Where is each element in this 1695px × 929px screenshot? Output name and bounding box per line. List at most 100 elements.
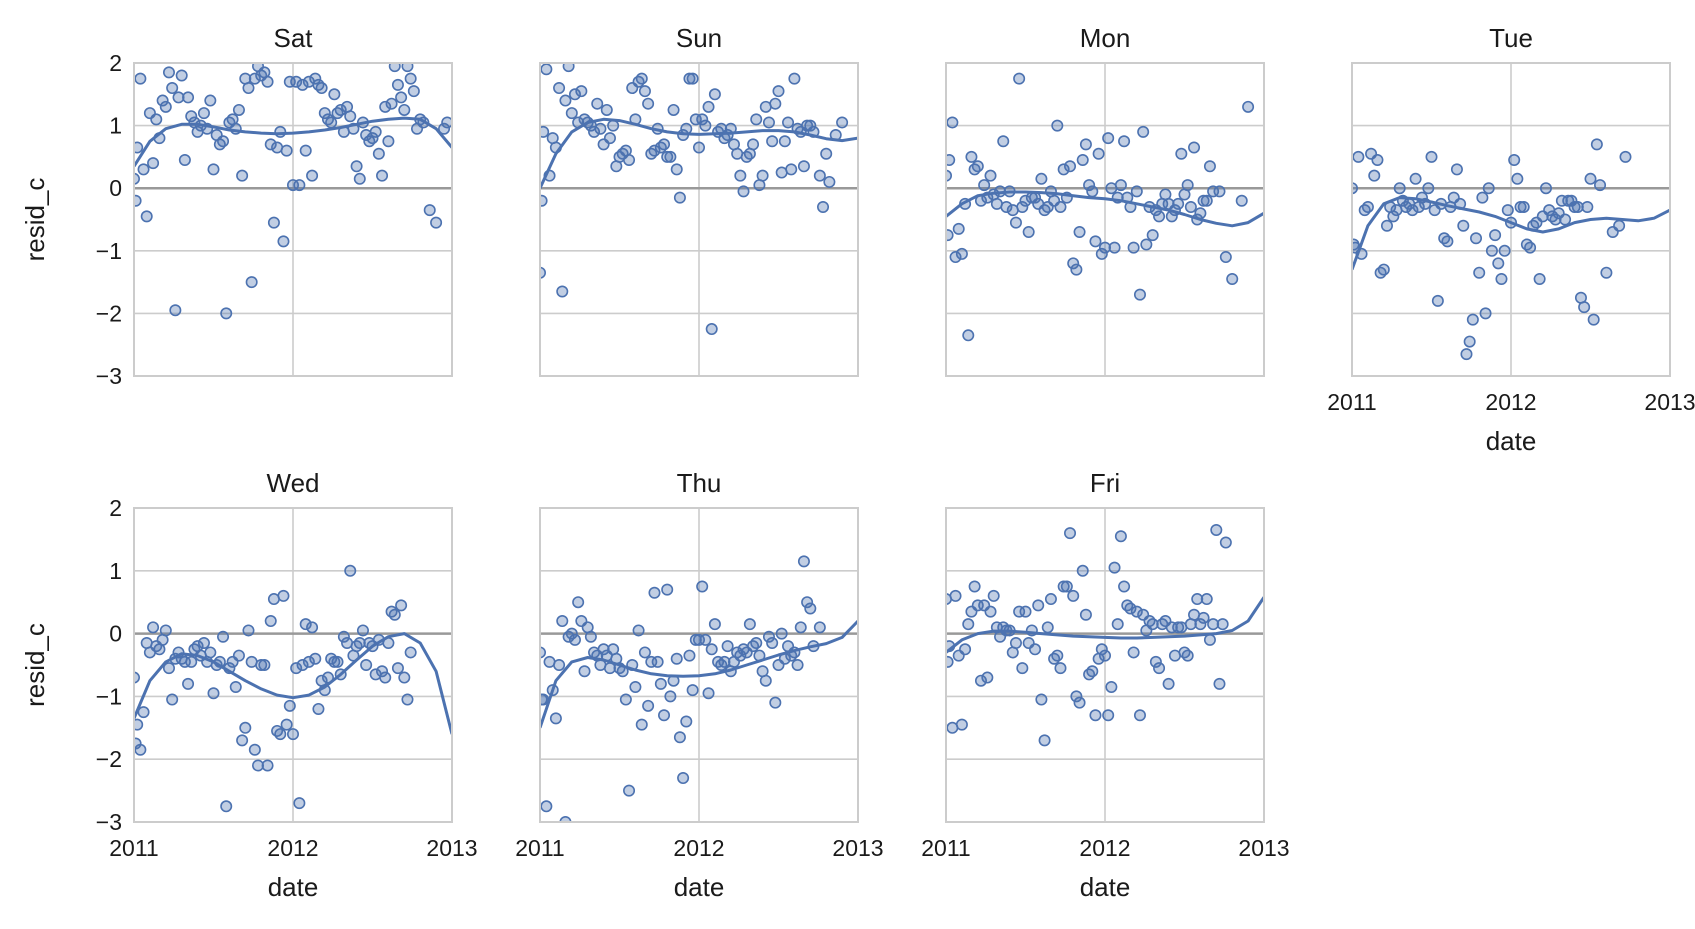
data-point (1219, 251, 1232, 264)
data-point (673, 191, 686, 204)
data-point (619, 693, 632, 706)
data-point (366, 132, 379, 145)
data-point (747, 138, 760, 151)
data-point (638, 85, 651, 98)
facet-title: Mon (1080, 23, 1131, 53)
data-point (1511, 172, 1524, 185)
data-point (1501, 204, 1514, 217)
data-point (638, 646, 651, 659)
data-point (1368, 169, 1381, 182)
data-point (1590, 138, 1603, 151)
data-point (689, 633, 702, 646)
smooth-fit-line (540, 117, 858, 189)
data-point (264, 615, 277, 628)
data-point (150, 113, 163, 126)
data-point (328, 88, 341, 101)
data-point (1200, 593, 1213, 606)
panel-frame (133, 62, 453, 377)
y-tick-label: −2 (96, 300, 122, 326)
data-point (1022, 226, 1035, 239)
y-tick-label: −2 (96, 746, 122, 772)
data-point (965, 150, 978, 163)
data-point (430, 216, 443, 229)
data-point (1188, 141, 1201, 154)
data-point (318, 107, 331, 120)
data-point (794, 621, 807, 634)
data-point (1064, 160, 1077, 173)
data-point (1118, 135, 1131, 148)
facet-title: Fri (1090, 468, 1120, 498)
data-point (683, 649, 696, 662)
data-point (1213, 185, 1226, 198)
data-point (172, 91, 185, 104)
data-point (1083, 179, 1096, 192)
data-point (1457, 219, 1470, 232)
data-point (385, 97, 398, 110)
data-point (207, 163, 220, 176)
data-point (540, 646, 546, 659)
data-point (1108, 241, 1121, 254)
x-tick-label: 2011 (921, 835, 970, 861)
data-point (274, 728, 287, 741)
data-point (1114, 530, 1127, 543)
data-point (756, 169, 769, 182)
data-point (328, 655, 341, 668)
data-point (1019, 605, 1032, 618)
data-point (302, 655, 315, 668)
data-point (955, 247, 968, 260)
data-point (1124, 602, 1137, 615)
data-point (1067, 589, 1080, 602)
data-point (1162, 677, 1175, 690)
facet-sat: Sat −3 −2 −1 0 1 2 resid_c (20, 23, 453, 389)
data-point (1226, 272, 1239, 285)
data-point (949, 589, 962, 602)
data-point (1099, 649, 1112, 662)
data-point (391, 78, 404, 91)
data-point (1073, 696, 1086, 709)
panel-frame (945, 62, 1265, 377)
data-point (962, 618, 975, 631)
data-point (823, 175, 836, 188)
data-point (236, 734, 249, 747)
data-point (629, 680, 642, 693)
data-point (1619, 150, 1632, 163)
data-point (946, 169, 952, 182)
y-axis-label: resid_c (20, 623, 50, 707)
data-point (261, 759, 274, 772)
data-point (382, 135, 395, 148)
data-point (1076, 564, 1089, 577)
data-point (734, 649, 747, 662)
data-point (1118, 580, 1131, 593)
data-point (1133, 709, 1146, 722)
data-point (769, 696, 782, 709)
data-point (670, 163, 683, 176)
facet-tue: Tue 2011 2012 2013 date (1327, 23, 1695, 456)
y-axis-label: resid_c (20, 178, 50, 262)
data-point (1489, 229, 1502, 242)
data-point (788, 72, 801, 85)
data-point (207, 687, 220, 700)
data-point (185, 655, 198, 668)
data-point (395, 91, 408, 104)
data-point (1111, 618, 1124, 631)
data-point (952, 222, 965, 235)
points-layer (134, 63, 452, 320)
data-point (1140, 238, 1153, 251)
data-point (306, 169, 319, 182)
data-point (325, 116, 338, 129)
data-point (1051, 119, 1064, 132)
data-point (962, 329, 975, 342)
data-point (791, 658, 804, 671)
points-layer (540, 63, 849, 336)
data-point (708, 618, 721, 631)
facet-mon: Mon (945, 23, 1265, 377)
data-point (401, 693, 414, 706)
data-point (391, 662, 404, 675)
data-point (239, 721, 252, 734)
data-point (1102, 709, 1115, 722)
data-point (607, 119, 620, 132)
facet-title: Sat (273, 23, 313, 53)
data-point (1406, 204, 1419, 217)
data-point (804, 602, 817, 615)
data-point (169, 304, 182, 317)
